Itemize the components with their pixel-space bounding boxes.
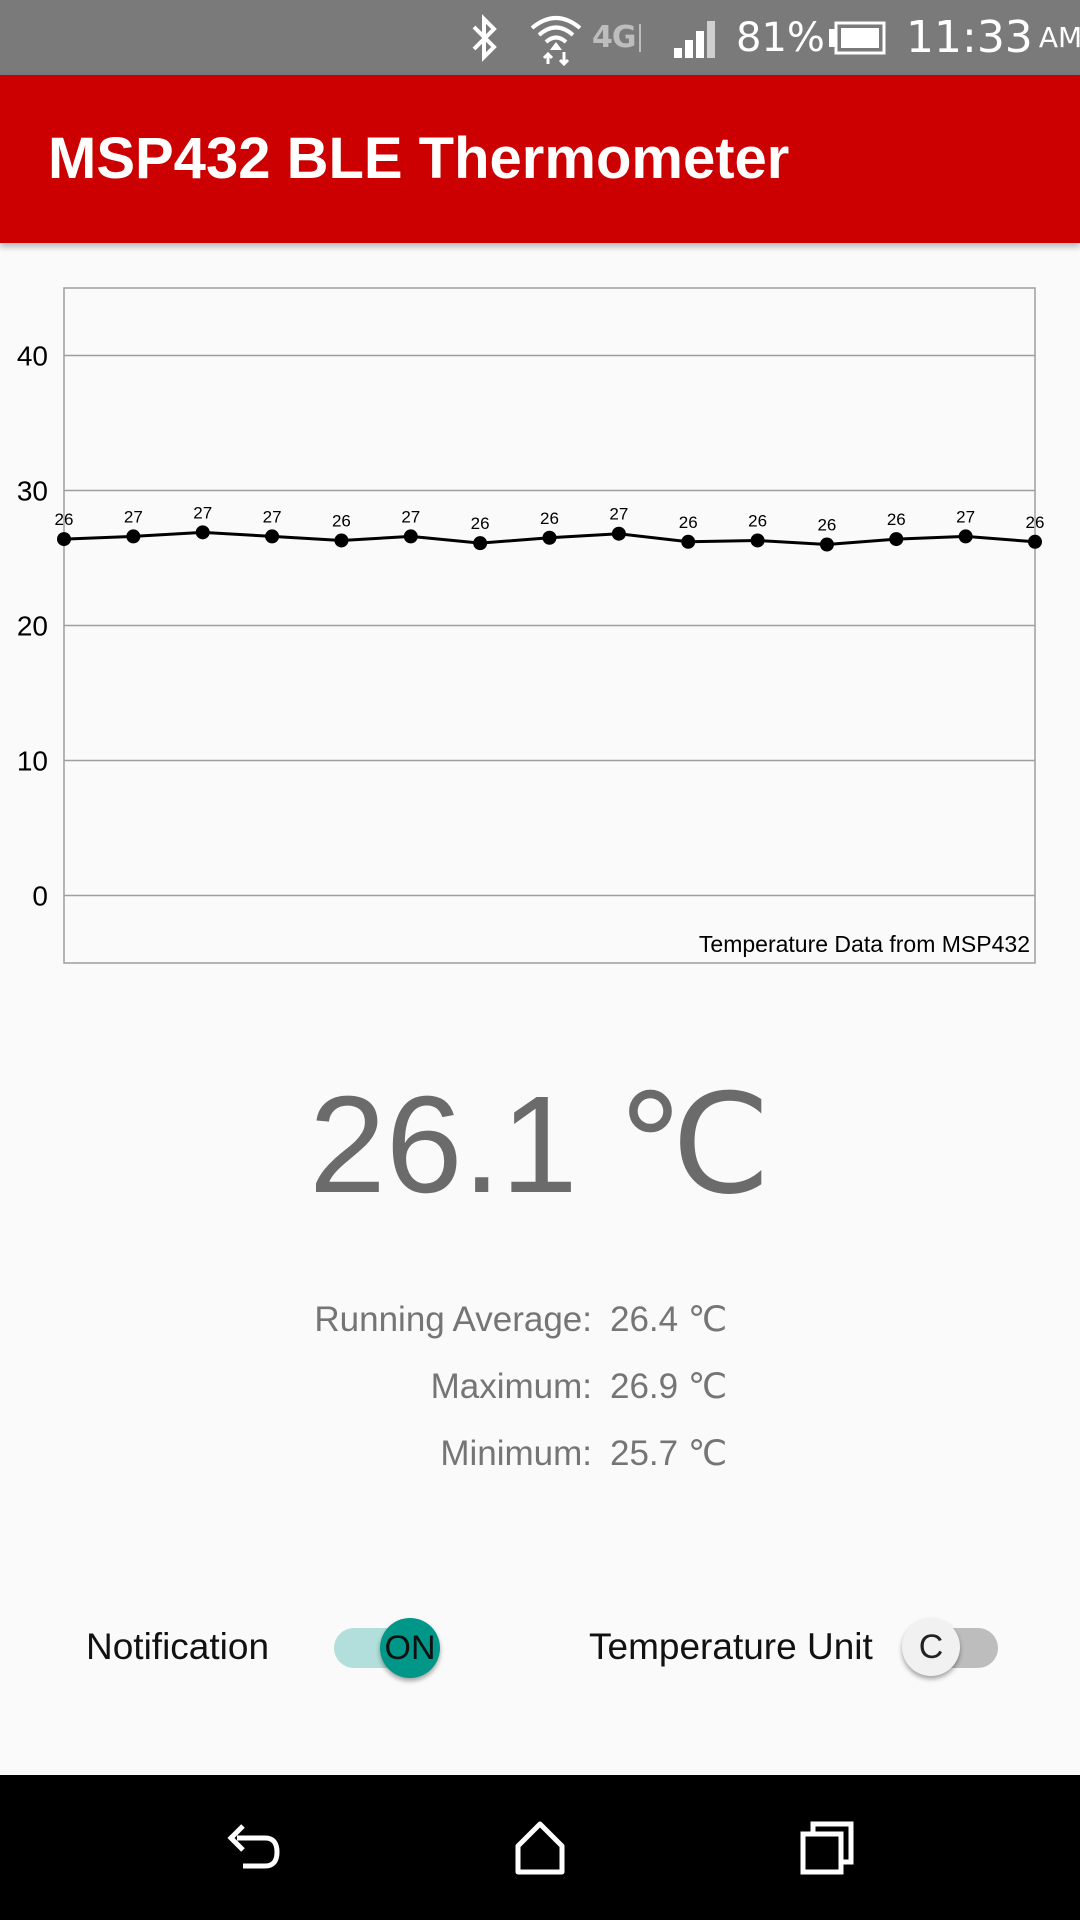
stat-label: Minimum:	[440, 1434, 592, 1473]
data-label: 27	[609, 505, 628, 524]
notification-switch-thumb: ON	[380, 1618, 440, 1678]
recent-apps-icon	[800, 1821, 854, 1874]
temperature-unit-switch[interactable]: C	[900, 1600, 1010, 1700]
data-point	[403, 529, 418, 544]
temperature-unit-label: Temperature Unit	[589, 1626, 873, 1667]
app-title: MSP432 BLE Thermometer	[48, 126, 790, 191]
data-label: 26	[55, 510, 74, 529]
app-bar: MSP432 BLE Thermometer	[0, 75, 1080, 243]
data-label: 26	[471, 514, 490, 533]
y-tick-label: 30	[17, 476, 48, 507]
bluetooth-icon	[468, 0, 502, 75]
data-label: 27	[956, 507, 975, 526]
notification-label: Notification	[86, 1626, 270, 1667]
stat-value: 25.7 ℃	[610, 1434, 728, 1473]
back-icon	[227, 1823, 280, 1868]
status-bar: 4G 81% 11:33 AM	[0, 0, 1080, 75]
stat-running-average: Running Average: 26.4 ℃	[0, 1300, 1080, 1360]
data-label: 26	[679, 513, 698, 532]
battery-icon	[828, 0, 886, 75]
data-point	[126, 529, 141, 544]
data-point	[57, 532, 71, 547]
data-label: 27	[193, 503, 212, 522]
wifi-icon	[528, 0, 584, 75]
clock-ampm: AM	[1038, 21, 1080, 54]
recent-apps-button[interactable]	[737, 1775, 917, 1920]
stat-value: 26.4 ℃	[610, 1300, 728, 1339]
notification-switch[interactable]: ON	[334, 1600, 444, 1700]
data-point	[750, 533, 765, 548]
chart-description: Temperature Data from MSP432	[699, 931, 1030, 957]
signal-icon	[672, 0, 722, 75]
chart-svg: 40 30 20 10 0 26 27 27 27 26 27 26 26 27 26 26 26 26 27 26…	[17, 287, 1045, 964]
4g-lte-icon: 4G	[592, 0, 651, 75]
back-button[interactable]	[163, 1775, 343, 1920]
data-label: 27	[124, 507, 143, 526]
y-tick-label: 20	[17, 611, 48, 642]
y-tick-label: 40	[17, 341, 48, 372]
data-point	[611, 526, 626, 541]
controls-row: Notification ON Temperature Unit C	[0, 1600, 1080, 1700]
data-point	[958, 529, 973, 544]
battery-percent: 81%	[736, 14, 825, 61]
home-button[interactable]	[450, 1775, 630, 1920]
stat-maximum: Maximum: 26.9 ℃	[0, 1367, 1080, 1427]
temperature-unit-switch-thumb: C	[902, 1618, 960, 1676]
temperature-chart: 40 30 20 10 0 26 27 27 27 26 27 26 26 27 26 26 26 26 27 26…	[0, 270, 1080, 990]
data-point	[1028, 534, 1042, 549]
y-tick-label: 10	[17, 746, 48, 777]
data-point	[819, 537, 834, 552]
data-label: 26	[748, 511, 767, 530]
clock-time: 11:33	[906, 12, 1033, 63]
stat-label: Maximum:	[430, 1367, 592, 1406]
stat-minimum: Minimum: 25.7 ℃	[0, 1434, 1080, 1494]
data-point	[889, 532, 904, 547]
data-point	[542, 530, 557, 545]
data-label: 26	[1026, 513, 1045, 532]
home-icon	[515, 1821, 565, 1874]
clock: 11:33 AM	[906, 0, 1080, 75]
data-label: 27	[401, 507, 420, 526]
data-label: 26	[887, 510, 906, 529]
data-point	[265, 529, 280, 544]
stat-label: Running Average:	[314, 1300, 592, 1339]
data-label: 26	[817, 516, 836, 535]
current-temperature: 26.1 ℃	[309, 1068, 771, 1222]
stat-value: 26.9 ℃	[610, 1367, 728, 1406]
data-label: 27	[263, 507, 282, 526]
navigation-bar	[0, 1775, 1080, 1920]
data-label: 26	[540, 509, 559, 528]
data-label: 26	[332, 511, 351, 530]
data-point	[473, 536, 488, 551]
data-point	[681, 534, 696, 549]
y-tick-label: 0	[32, 881, 48, 912]
data-point	[334, 533, 349, 548]
data-point	[195, 525, 210, 540]
